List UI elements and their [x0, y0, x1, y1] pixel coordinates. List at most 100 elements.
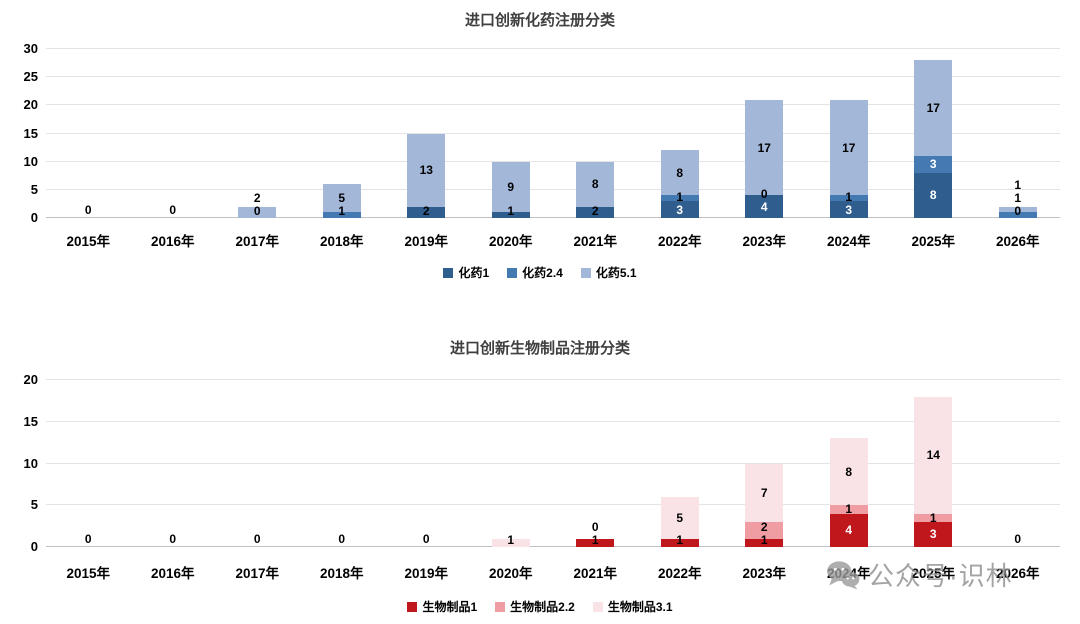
- data-label: 1: [338, 204, 346, 218]
- data-label: 0: [1014, 204, 1022, 218]
- data-label: 0: [1014, 532, 1022, 546]
- bar-segment: [660, 538, 699, 547]
- chart1-title: 进口创新化药注册分类: [464, 12, 615, 29]
- bar-column: 0: [384, 380, 469, 547]
- data-label: 7: [760, 485, 768, 500]
- gridline: [46, 188, 1060, 190]
- bar-segment: [576, 161, 615, 207]
- bar-column: 0: [300, 380, 385, 547]
- x-tick-label: 2022年: [657, 566, 702, 581]
- legend-swatch: [495, 601, 506, 612]
- data-label: 17: [757, 140, 771, 155]
- data-label: 2: [422, 204, 430, 218]
- bar-segment: [914, 396, 953, 514]
- bar-segment: [998, 212, 1037, 218]
- data-label: 0: [253, 204, 261, 218]
- data-label: 1: [760, 533, 768, 547]
- data-label: 0: [169, 203, 177, 217]
- x-tick-label: 2020年: [488, 566, 533, 581]
- data-label: 8: [591, 177, 599, 192]
- x-tick-label: 2016年: [150, 234, 195, 249]
- x-tick-label: 2019年: [404, 234, 449, 249]
- data-label: 1: [507, 533, 515, 547]
- bar-segment: [914, 521, 953, 547]
- y-tick-label: 10: [23, 153, 38, 169]
- y-tick-label: 5: [30, 497, 38, 513]
- bar-segment: [914, 60, 953, 157]
- data-label: 14: [926, 448, 940, 463]
- bar-segment: [322, 184, 361, 213]
- y-tick-label: 20: [23, 372, 38, 387]
- bar-segment: [491, 212, 530, 218]
- bar-segment: [829, 99, 868, 196]
- gridline: [46, 420, 1060, 422]
- bar-segment: [914, 156, 953, 173]
- x-tick-label: 2025年: [911, 566, 956, 581]
- legend-item: 生物制品1: [407, 598, 477, 615]
- x-tick-label: 2015年: [66, 566, 111, 581]
- bar-column: 8 3 17: [891, 49, 976, 218]
- x-tick-label: 2026年: [995, 234, 1040, 249]
- x-tick-label: 2025年: [911, 234, 956, 249]
- data-label: 1: [1014, 178, 1022, 192]
- data-label: 4: [845, 523, 853, 538]
- x-tick-label: 2021年: [573, 566, 618, 581]
- bar-segment: [914, 172, 953, 218]
- legend-swatch: [580, 267, 591, 278]
- data-label: 17: [926, 101, 940, 116]
- legend-swatch: [407, 601, 418, 612]
- bar-segment: [745, 521, 784, 539]
- legend-label: 生物制品2.2: [510, 600, 575, 614]
- x-tick-label: 2023年: [742, 566, 787, 581]
- data-label: 1: [676, 189, 684, 204]
- legend-item: 生物制品3.1: [592, 598, 673, 615]
- bar-segment: [238, 206, 277, 218]
- data-label: 2: [253, 191, 261, 205]
- bar-column: 3 1 17: [807, 49, 892, 218]
- legend-item: 化药5.1: [580, 264, 637, 281]
- legend-item: 化药1: [443, 264, 489, 281]
- x-tick-label: 2016年: [150, 566, 195, 581]
- y-tick-label: 0: [30, 210, 38, 225]
- x-tick-label: 2021年: [573, 234, 618, 249]
- data-label: 2: [591, 204, 599, 218]
- legend-label: 生物制品1: [422, 600, 478, 614]
- data-label: 1: [676, 533, 684, 547]
- x-tick-label: 2018年: [319, 566, 364, 581]
- y-tick-label: 25: [23, 69, 38, 85]
- legend-swatch: [443, 267, 454, 278]
- data-label: 1: [845, 189, 853, 204]
- chart2-x-axis: 2015年 2016年 2017年 2018年 2019年 2020年 2021年 2022年…: [46, 562, 1060, 582]
- data-label: 0: [760, 186, 768, 201]
- x-axis-line: [46, 546, 1060, 547]
- bar-segment: [660, 496, 699, 539]
- bar-column: 3 1 14: [891, 380, 976, 547]
- y-tick-label: 15: [23, 125, 38, 141]
- y-tick-label: 10: [23, 455, 38, 471]
- data-label: 0: [84, 203, 92, 217]
- chart1-plot-area: 0 5 10 15 20 25 30 0 0 0 2 1 5 2 13 1 9 2 8 3 1 8 4 0 17 3 1 17 8 3 17…: [24, 41, 1061, 225]
- bar-segment: [407, 133, 446, 207]
- y-tick-label: 15: [23, 413, 38, 429]
- gridline: [46, 132, 1060, 134]
- data-label: 8: [676, 165, 684, 180]
- bar-segment: [745, 538, 784, 547]
- data-label: 1: [591, 533, 599, 547]
- gridline: [46, 462, 1060, 464]
- x-tick-label: 2020年: [488, 234, 533, 249]
- bar-segment: [407, 206, 446, 218]
- x-tick-label: 2017年: [235, 566, 280, 581]
- x-tick-label: 2024年: [826, 234, 871, 249]
- y-tick-label: 20: [23, 97, 38, 113]
- x-tick-label: 2019年: [404, 566, 449, 581]
- bar-column: 4 1 8: [807, 380, 892, 547]
- bar-segment: [829, 195, 868, 202]
